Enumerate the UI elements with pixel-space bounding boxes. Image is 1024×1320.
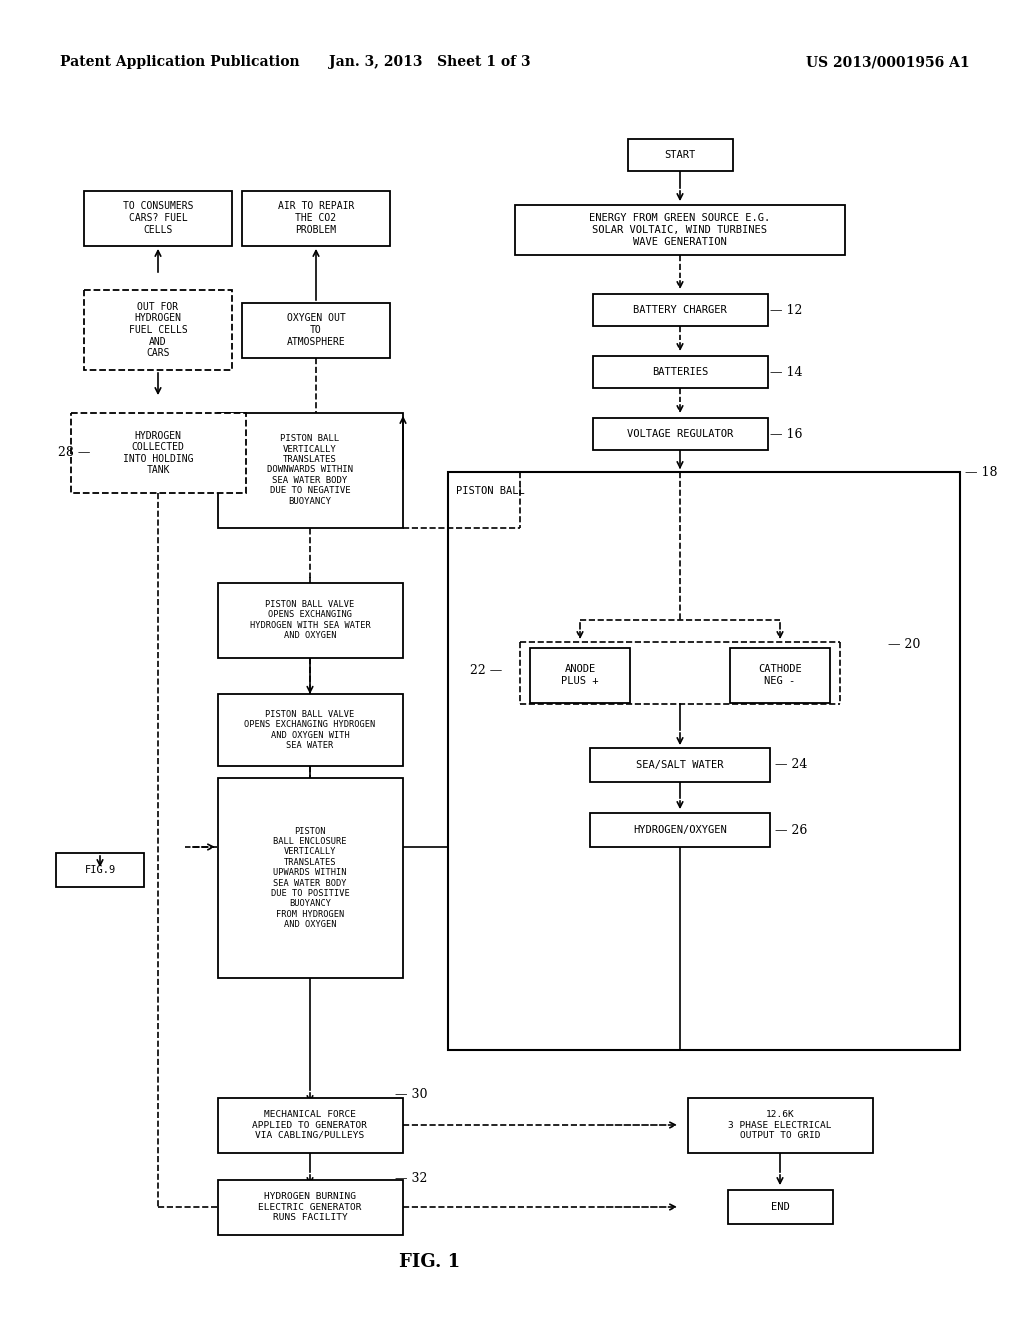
Text: ENERGY FROM GREEN SOURCE E.G.
SOLAR VOLTAIC, WIND TURBINES
WAVE GENERATION: ENERGY FROM GREEN SOURCE E.G. SOLAR VOLT… — [590, 214, 771, 247]
Bar — [730, 648, 830, 702]
Text: Jan. 3, 2013   Sheet 1 of 3: Jan. 3, 2013 Sheet 1 of 3 — [329, 55, 530, 69]
Text: TO CONSUMERS
CARS? FUEL
CELLS: TO CONSUMERS CARS? FUEL CELLS — [123, 202, 194, 235]
Text: CATHODE
NEG -: CATHODE NEG - — [758, 664, 802, 686]
Text: MECHANICAL FORCE
APPLIED TO GENERATOR
VIA CABLING/PULLEYS: MECHANICAL FORCE APPLIED TO GENERATOR VI… — [253, 1110, 368, 1140]
Text: PISTON BALL VALVE
OPENS EXCHANGING
HYDROGEN WITH SEA WATER
AND OXYGEN: PISTON BALL VALVE OPENS EXCHANGING HYDRO… — [250, 599, 371, 640]
Text: HYDROGEN/OXYGEN: HYDROGEN/OXYGEN — [633, 825, 727, 836]
Text: — 20: — 20 — [888, 639, 921, 652]
Text: PISTON BALL: PISTON BALL — [456, 486, 524, 496]
Bar — [71, 413, 246, 492]
Bar — [217, 582, 402, 657]
Bar — [84, 290, 232, 370]
Bar — [727, 1191, 833, 1224]
Text: PISTON BALL
VERTICALLY
TRANSLATES
DOWNWARDS WITHIN
SEA WATER BODY
DUE TO NEGATIV: PISTON BALL VERTICALLY TRANSLATES DOWNWA… — [267, 434, 353, 506]
Text: PISTON
BALL ENCLOSURE
VERTICALLY
TRANSLATES
UPWARDS WITHIN
SEA WATER BODY
DUE TO: PISTON BALL ENCLOSURE VERTICALLY TRANSLA… — [270, 826, 349, 929]
Text: FIG.9: FIG.9 — [84, 865, 116, 875]
Bar — [217, 777, 402, 978]
Bar — [593, 294, 768, 326]
Bar — [217, 412, 402, 528]
Text: HYDROGEN
COLLECTED
INTO HOLDING
TANK: HYDROGEN COLLECTED INTO HOLDING TANK — [123, 430, 194, 475]
Text: ANODE
PLUS +: ANODE PLUS + — [561, 664, 599, 686]
Text: 22 —: 22 — — [470, 664, 502, 676]
Bar — [593, 418, 768, 450]
Bar — [590, 748, 770, 781]
Text: FIG. 1: FIG. 1 — [399, 1253, 461, 1271]
Text: — 14: — 14 — [770, 366, 803, 379]
Text: PISTON BALL VALVE
OPENS EXCHANGING HYDROGEN
AND OXYGEN WITH
SEA WATER: PISTON BALL VALVE OPENS EXCHANGING HYDRO… — [245, 710, 376, 750]
Text: AIR TO REPAIR
THE CO2
PROBLEM: AIR TO REPAIR THE CO2 PROBLEM — [278, 202, 354, 235]
Bar — [242, 190, 390, 246]
Bar — [56, 853, 144, 887]
Text: OUT FOR
HYDROGEN
FUEL CELLS
AND
CARS: OUT FOR HYDROGEN FUEL CELLS AND CARS — [129, 302, 187, 358]
Text: Patent Application Publication: Patent Application Publication — [60, 55, 300, 69]
Text: — 18: — 18 — [965, 466, 997, 479]
Bar — [242, 302, 390, 358]
Text: VOLTAGE REGULATOR: VOLTAGE REGULATOR — [627, 429, 733, 440]
Text: US 2013/0001956 A1: US 2013/0001956 A1 — [806, 55, 970, 69]
Bar — [590, 813, 770, 847]
Bar — [593, 356, 768, 388]
Text: BATTERY CHARGER: BATTERY CHARGER — [633, 305, 727, 315]
Bar — [84, 190, 232, 246]
Text: END: END — [771, 1203, 790, 1212]
Bar — [687, 1097, 872, 1152]
Bar — [628, 139, 732, 172]
Bar — [449, 473, 961, 1049]
Text: — 30: — 30 — [395, 1089, 427, 1101]
Text: — 24: — 24 — [775, 759, 807, 771]
Text: 12.6K
3 PHASE ELECTRICAL
OUTPUT TO GRID: 12.6K 3 PHASE ELECTRICAL OUTPUT TO GRID — [728, 1110, 831, 1140]
Bar — [217, 1180, 402, 1234]
Text: 28 —: 28 — — [58, 446, 90, 459]
Text: — 32: — 32 — [395, 1172, 427, 1184]
Text: HYDROGEN BURNING
ELECTRIC GENERATOR
RUNS FACILITY: HYDROGEN BURNING ELECTRIC GENERATOR RUNS… — [258, 1192, 361, 1222]
Text: — 26: — 26 — [775, 824, 807, 837]
Text: SEA/SALT WATER: SEA/SALT WATER — [636, 760, 724, 770]
Text: START: START — [665, 150, 695, 160]
Text: BATTERIES: BATTERIES — [652, 367, 709, 378]
Bar — [530, 648, 630, 702]
Text: OXYGEN OUT
TO
ATMOSPHERE: OXYGEN OUT TO ATMOSPHERE — [287, 313, 345, 347]
Bar — [217, 694, 402, 766]
Text: — 16: — 16 — [770, 428, 803, 441]
Text: — 12: — 12 — [770, 304, 803, 317]
Bar — [217, 1097, 402, 1152]
Bar — [515, 205, 845, 255]
